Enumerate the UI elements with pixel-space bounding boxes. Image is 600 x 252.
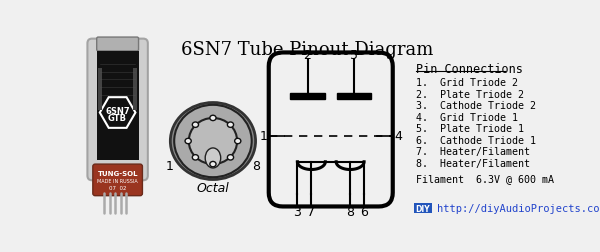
Ellipse shape: [227, 122, 233, 128]
Ellipse shape: [205, 148, 221, 168]
FancyBboxPatch shape: [88, 40, 148, 181]
Text: 6SN7 Tube Pinout Diagram: 6SN7 Tube Pinout Diagram: [181, 41, 434, 59]
Text: Pin Connections: Pin Connections: [416, 62, 523, 75]
Text: 6.  Cathode Triode 1: 6. Cathode Triode 1: [416, 135, 536, 145]
Text: http://diyAudioProjects.com: http://diyAudioProjects.com: [437, 204, 600, 213]
Ellipse shape: [193, 155, 199, 161]
Text: 1: 1: [166, 160, 173, 172]
Ellipse shape: [227, 155, 233, 161]
FancyBboxPatch shape: [97, 38, 139, 52]
Text: 3: 3: [293, 206, 301, 218]
Ellipse shape: [185, 139, 191, 144]
Ellipse shape: [174, 105, 252, 177]
Text: DIY: DIY: [416, 204, 430, 213]
Ellipse shape: [210, 116, 216, 121]
Ellipse shape: [189, 118, 237, 164]
Ellipse shape: [193, 122, 199, 128]
Text: 8: 8: [346, 206, 354, 218]
Text: 5: 5: [350, 49, 358, 62]
Text: 7.  Heater/Filament: 7. Heater/Filament: [416, 147, 530, 157]
Text: 4.  Grid Triode 1: 4. Grid Triode 1: [416, 112, 518, 122]
Bar: [337, 93, 371, 100]
Bar: [98, 69, 102, 111]
Text: 7: 7: [307, 206, 316, 218]
Text: 1.  Grid Triode 2: 1. Grid Triode 2: [416, 78, 518, 88]
Bar: [290, 93, 325, 100]
Text: 3.  Cathode Triode 2: 3. Cathode Triode 2: [416, 101, 536, 111]
FancyBboxPatch shape: [413, 204, 432, 213]
Text: 6: 6: [360, 206, 368, 218]
Text: 5.  Plate Triode 1: 5. Plate Triode 1: [416, 124, 524, 134]
Text: 6SN7: 6SN7: [106, 106, 130, 115]
Text: 4: 4: [394, 130, 402, 143]
Text: 1: 1: [259, 130, 267, 143]
Text: MADE IN RUSSIA: MADE IN RUSSIA: [97, 178, 138, 183]
Text: Octal: Octal: [197, 181, 229, 194]
Text: 2: 2: [304, 49, 311, 62]
FancyBboxPatch shape: [93, 165, 142, 196]
Bar: [97, 52, 139, 161]
Text: GTB: GTB: [108, 113, 127, 122]
Bar: [133, 69, 137, 111]
Text: 8: 8: [253, 160, 260, 172]
Ellipse shape: [170, 103, 256, 180]
Text: 07  02: 07 02: [109, 185, 127, 190]
Text: 8.  Heater/Filament: 8. Heater/Filament: [416, 158, 530, 168]
Text: 2.  Plate Triode 2: 2. Plate Triode 2: [416, 89, 524, 99]
Ellipse shape: [235, 139, 241, 144]
Text: TUNG-SOL: TUNG-SOL: [97, 171, 138, 177]
Ellipse shape: [210, 162, 216, 167]
Text: Filament  6.3V @ 600 mA: Filament 6.3V @ 600 mA: [416, 174, 554, 184]
